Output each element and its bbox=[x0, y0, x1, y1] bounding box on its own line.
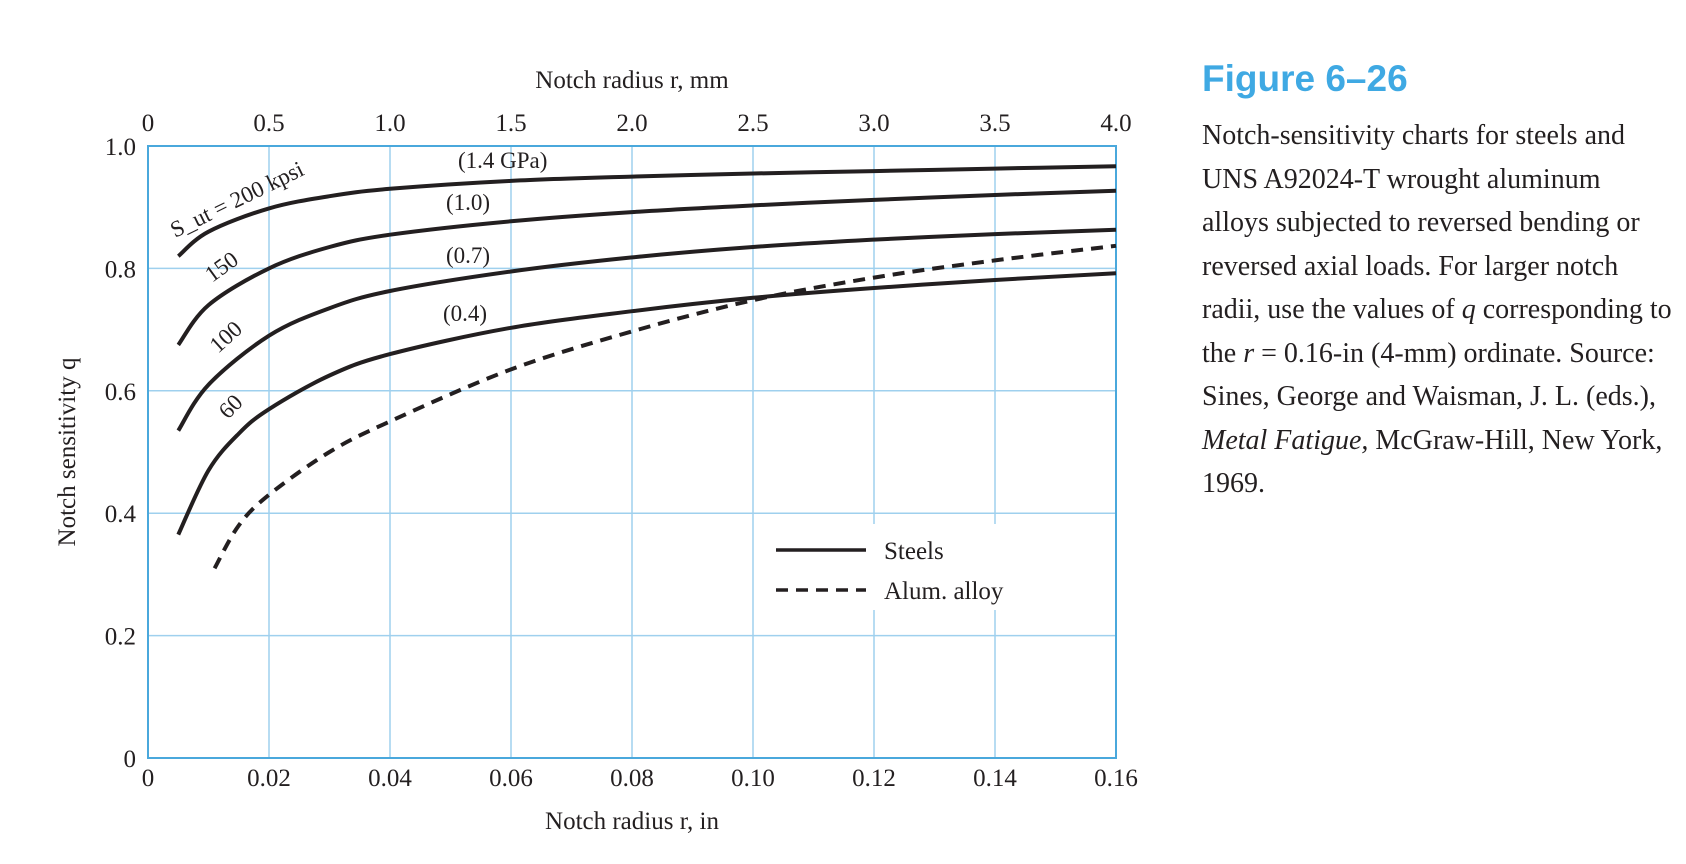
figure-caption-text: Notch-sensitivity charts for steels and … bbox=[1202, 114, 1672, 506]
curve-steel-150kpsi bbox=[176, 188, 1117, 347]
data-curves bbox=[176, 164, 1117, 570]
curve-label-gpa-10: (1.0) bbox=[446, 190, 490, 215]
x2-tick-label: 1.0 bbox=[374, 110, 405, 137]
curve-label-gpa-04: (0.4) bbox=[443, 301, 487, 326]
x-tick-label: 0.12 bbox=[852, 765, 896, 792]
x-tick-label: 0.02 bbox=[247, 765, 291, 792]
x-tick-label: 0.14 bbox=[973, 765, 1017, 792]
x-tick-label: 0.06 bbox=[489, 765, 533, 792]
plot-frame bbox=[147, 145, 1117, 759]
curve-label-200: S_ut = 200 kpsi bbox=[166, 156, 308, 242]
caption-part: corresponding to the bbox=[1202, 294, 1672, 369]
x2-tick-label: 2.0 bbox=[616, 110, 647, 137]
legend-label-alum: Alum. alloy bbox=[884, 578, 1004, 605]
curve-label-100: 100 bbox=[205, 316, 247, 358]
legend: Steels Alum. alloy bbox=[760, 524, 1032, 610]
x2-axis-title: Notch radius r, mm bbox=[535, 67, 729, 94]
grid-layer bbox=[148, 146, 1116, 758]
caption-part: Notch-sensitivity charts for steels and … bbox=[1202, 120, 1640, 325]
x-tick-label: 0.04 bbox=[368, 765, 412, 792]
tick-labels: 0 0.02 0.04 0.06 0.08 0.10 0.12 0.14 0.16 0 0.5 1.0… bbox=[105, 110, 1138, 792]
caption-part: q bbox=[1461, 294, 1476, 325]
curve-steel-60kpsi bbox=[176, 271, 1117, 536]
curve-steel-200kpsi bbox=[176, 164, 1117, 258]
x-tick-label: 0 bbox=[142, 765, 155, 792]
y-axis-title: Notch sensitivity q bbox=[54, 357, 81, 546]
curve-label-150: 150 bbox=[200, 247, 243, 288]
x-tick-label: 0.08 bbox=[610, 765, 654, 792]
x2-tick-label: 4.0 bbox=[1100, 110, 1131, 137]
x-tick-label: 0.10 bbox=[731, 765, 775, 792]
x2-tick-label: 1.5 bbox=[495, 110, 526, 137]
x2-tick-label: 0.5 bbox=[253, 110, 284, 137]
legend-label-steels: Steels bbox=[884, 538, 944, 565]
curve-alum-alloy bbox=[212, 243, 1117, 570]
curve-steel-100kpsi bbox=[176, 227, 1117, 432]
x-tick-label: 0.16 bbox=[1094, 765, 1138, 792]
figure-title: Figure 6–26 bbox=[1202, 58, 1408, 99]
curve-label-60: 60 bbox=[214, 390, 248, 424]
x2-tick-label: 3.0 bbox=[858, 110, 889, 137]
x2-tick-label: 2.5 bbox=[737, 110, 768, 137]
x-axis-title: Notch radius r, in bbox=[545, 808, 719, 835]
x2-tick-label: 0 bbox=[142, 110, 155, 137]
y-tick-label: 1.0 bbox=[105, 134, 136, 161]
y-tick-label: 0.2 bbox=[105, 624, 136, 651]
y-tick-label: 0 bbox=[124, 746, 137, 773]
caption-part: r bbox=[1243, 337, 1255, 369]
figure-caption: Figure 6–26 Notch-sensitivity charts for… bbox=[1202, 58, 1672, 506]
curve-label-gpa-14: (1.4 GPa) bbox=[458, 148, 547, 173]
caption-part: Metal Fatigue, bbox=[1202, 424, 1369, 456]
curve-label-gpa-07: (0.7) bbox=[446, 243, 490, 268]
y-tick-label: 0.4 bbox=[105, 501, 137, 528]
y-tick-label: 0.6 bbox=[105, 379, 136, 406]
x2-tick-label: 3.5 bbox=[979, 110, 1010, 137]
caption-part: = 0.16-in (4-mm) ordinate. Source: Sines… bbox=[1202, 337, 1656, 413]
legend-background bbox=[760, 524, 1032, 610]
caption-part: McGraw-Hill, New York, 1969. bbox=[1202, 424, 1663, 500]
y-tick-label: 0.8 bbox=[105, 256, 136, 283]
